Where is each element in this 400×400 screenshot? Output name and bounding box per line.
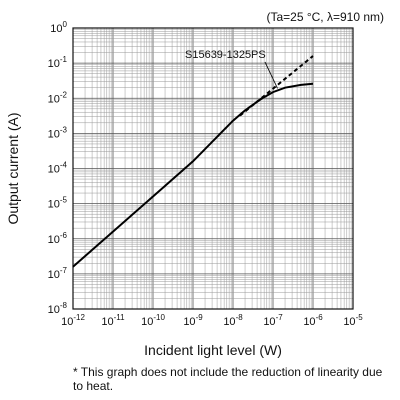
y-tick-label: 10-7 xyxy=(48,266,68,281)
x-tick-label: 10-12 xyxy=(61,313,85,328)
x-tick-label: 10-10 xyxy=(141,313,165,328)
log-log-chart: 10-12 10-11 10-10 10-9 10-8 10-7 10-6 10-5 100 10… xyxy=(5,20,363,358)
x-tick-label: 10-5 xyxy=(343,313,363,328)
x-axis-label: Incident light level (W) xyxy=(144,342,282,358)
annotation-leader-line xyxy=(264,61,278,89)
y-tick-label: 10-6 xyxy=(48,231,68,246)
y-tick-label: 10-1 xyxy=(48,55,68,70)
ideal-linear-dashed-line xyxy=(239,55,314,117)
measurement-conditions: (Ta=25 °C, λ=910 nm) xyxy=(266,10,384,24)
series-annotation-label: S15639-1325PS xyxy=(185,49,266,61)
x-tick-label: 10-6 xyxy=(303,313,323,328)
y-tick-label: 10-4 xyxy=(48,161,68,176)
plot-frame xyxy=(72,27,354,310)
y-tick-label: 10-8 xyxy=(48,301,68,316)
x-tick-label: 10-8 xyxy=(223,313,243,328)
y-axis-label: Output current (A) xyxy=(5,112,21,224)
x-tick-label: 10-7 xyxy=(263,313,283,328)
y-tick-label: 10-3 xyxy=(48,125,68,140)
x-tick-label: 10-9 xyxy=(183,313,203,328)
footnote: * This graph does not include the reduct… xyxy=(73,365,383,393)
y-tick-label: 10-5 xyxy=(48,196,68,211)
y-tick-label: 100 xyxy=(50,20,67,35)
x-tick-label: 10-11 xyxy=(101,313,125,328)
y-tick-label: 10-2 xyxy=(48,90,68,105)
